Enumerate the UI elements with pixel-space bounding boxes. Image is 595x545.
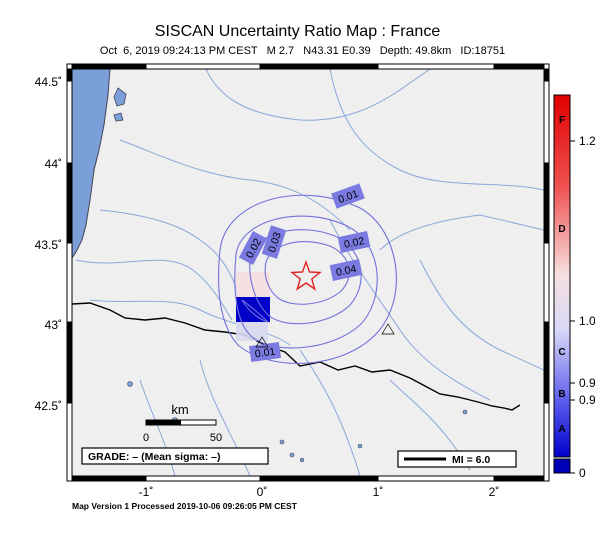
processing-footer: Map Version 1 Processed 2019-10-06 09:26…	[72, 501, 297, 511]
contour-label-group: 0.01 0.02 0.03 0.02 0.04 0.01	[238, 183, 371, 363]
colorbar-value: 0	[579, 466, 586, 480]
grade-letter: A	[558, 424, 565, 435]
land-area	[72, 69, 544, 476]
uncertainty-contours	[218, 194, 397, 365]
colorbar-value: 1.0	[579, 314, 595, 328]
colorbar-value: 0.9	[579, 393, 595, 407]
event-subtitle: Oct 6, 2019 09:24:13 PM CEST M 2.7 N43.3…	[99, 45, 506, 57]
grade-box	[81, 447, 269, 465]
contour-label: 0.01	[254, 346, 276, 361]
lat-tick-labels: 44.5˚ 44˚ 43.5˚ 43˚ 42.5˚	[35, 75, 62, 413]
lat-tick: 42.5˚	[35, 399, 62, 413]
colorbar-value: 0.9	[579, 376, 595, 390]
grade-letter: C	[558, 347, 565, 358]
grade-letter: B	[558, 389, 565, 400]
arcachon-bay	[113, 87, 127, 107]
scale-min: 0	[143, 432, 149, 444]
mi-legend-box	[397, 450, 517, 468]
lon-tick: 2˚	[489, 485, 500, 499]
station-triangle	[255, 336, 269, 348]
contour-label: 0.02	[343, 235, 366, 251]
lon-tick: 0˚	[257, 485, 268, 499]
map-title: SISCAN Uncertainty Ratio Map : France	[154, 23, 441, 40]
lon-tick: 1˚	[373, 485, 384, 499]
colorbar: F D C B A 1.2 1.0 0.9 0.9 0	[553, 94, 595, 480]
station-triangle	[381, 323, 395, 335]
grade-text: GRADE: – (Mean sigma: –)	[88, 451, 220, 463]
lat-tick: 44˚	[45, 157, 62, 171]
lon-tick: -1˚	[139, 485, 154, 499]
colorbar-value: 1.2	[579, 134, 595, 148]
lat-tick: 43.5˚	[35, 238, 62, 252]
scale-bar: km 0 50	[143, 402, 222, 444]
map-frame	[66, 63, 550, 482]
map-area[interactable]: 0.01 0.02 0.03 0.02 0.04 0.01	[72, 69, 544, 476]
scale-max: 50	[210, 432, 222, 444]
mi-legend-text: MI = 6.0	[452, 454, 490, 466]
atlantic-ocean	[72, 69, 111, 259]
grade-letter: D	[558, 224, 565, 235]
grade-letter: F	[559, 115, 565, 126]
scale-unit: km	[171, 402, 188, 417]
contour-label: 0.04	[335, 263, 358, 279]
lat-tick: 44.5˚	[35, 75, 62, 89]
epicenter-star	[290, 259, 322, 291]
lat-tick: 43˚	[45, 318, 62, 332]
lon-tick-labels: -1˚ 0˚ 1˚ 2˚	[139, 485, 500, 499]
